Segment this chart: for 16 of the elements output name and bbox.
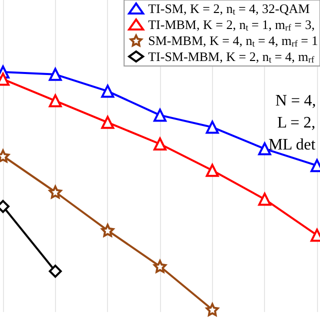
point: [154, 138, 166, 150]
point: [154, 108, 166, 122]
point: [48, 94, 62, 108]
point: [48, 186, 62, 198]
point: [258, 192, 272, 206]
point: [206, 164, 219, 177]
annotation: N = 4,: [275, 92, 316, 110]
point: [206, 120, 219, 134]
point: [154, 260, 166, 273]
point: [48, 68, 62, 81]
point: [101, 84, 114, 98]
annotation: L = 2,: [277, 114, 316, 132]
point: [206, 303, 219, 316]
point: [101, 116, 114, 129]
point: [101, 224, 114, 237]
annotation: ML det: [268, 136, 316, 154]
